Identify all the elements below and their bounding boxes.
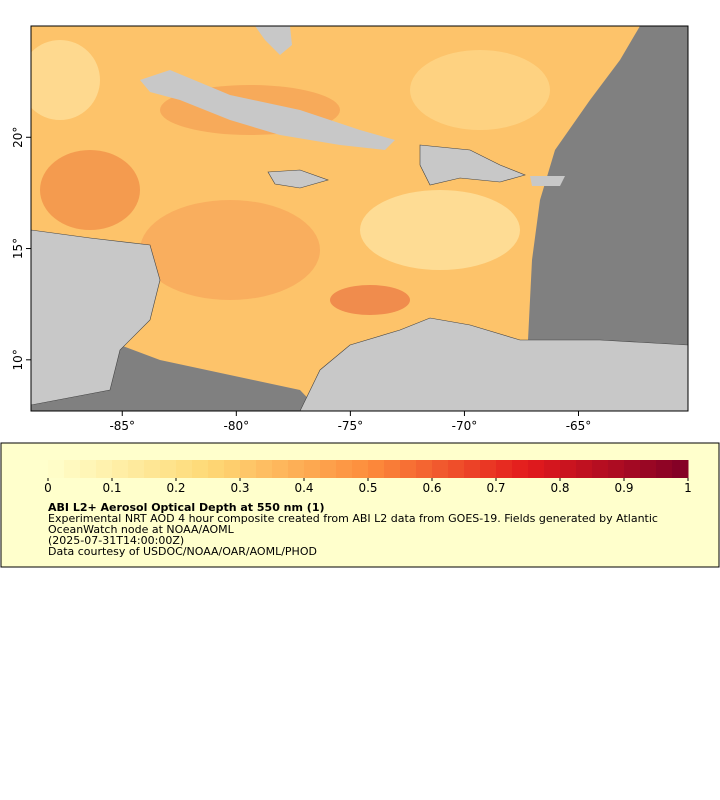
colorbar-step xyxy=(224,460,241,478)
x-tick-label: -70° xyxy=(452,419,478,433)
aod-patch xyxy=(31,40,100,120)
colorbar-step xyxy=(352,460,369,478)
colorbar-tick-label: 0.5 xyxy=(358,481,377,495)
colorbar-step xyxy=(480,460,497,478)
colorbar-step xyxy=(576,460,593,478)
colorbar-step xyxy=(112,460,129,478)
x-tick-label: -75° xyxy=(338,419,364,433)
colorbar-step xyxy=(432,460,449,478)
colorbar-step xyxy=(672,460,689,478)
map-area xyxy=(31,26,688,411)
legend-line: Experimental NRT AOD 4 hour composite cr… xyxy=(48,512,658,525)
aod-patch xyxy=(360,190,520,270)
no-data xyxy=(528,26,688,411)
aod-patch xyxy=(40,150,140,230)
legend-title: ABI L2+ Aerosol Optical Depth at 550 nm … xyxy=(48,501,325,514)
x-tick-label: -65° xyxy=(566,419,592,433)
land xyxy=(267,169,329,189)
colorbar-step xyxy=(160,460,177,478)
colorbar-tick-label: 0 xyxy=(44,481,52,495)
colorbar-step xyxy=(544,460,561,478)
aod-patch xyxy=(140,200,320,300)
colorbar-step xyxy=(384,460,401,478)
colorbar-step xyxy=(336,460,353,478)
colorbar-tick-label: 0.7 xyxy=(486,481,505,495)
colorbar-step xyxy=(192,460,209,478)
colorbar-step xyxy=(528,460,545,478)
plot-frame xyxy=(30,25,689,412)
aod-patch xyxy=(410,50,550,130)
colorbar-step xyxy=(624,460,641,478)
colorbar-tick-label: 1 xyxy=(684,481,692,495)
x-tick-label: -80° xyxy=(224,419,250,433)
colorbar-step xyxy=(272,460,289,478)
x-tick-label: -85° xyxy=(109,419,135,433)
colorbar-step xyxy=(80,460,97,478)
colorbar-tick-label: 0.2 xyxy=(166,481,185,495)
colorbar-step xyxy=(288,460,305,478)
colorbar-tick-label: 0.1 xyxy=(102,481,121,495)
colorbar-step xyxy=(656,460,673,478)
colorbar-step xyxy=(560,460,577,478)
colorbar-step xyxy=(448,460,465,478)
land xyxy=(140,70,395,150)
y-tick-label: 15° xyxy=(11,238,25,259)
colorbar-step xyxy=(512,460,529,478)
colorbar-step xyxy=(592,460,609,478)
colorbar-step xyxy=(64,460,81,478)
colorbar-tick-label: 0.8 xyxy=(550,481,569,495)
colorbar-tick-label: 0.9 xyxy=(614,481,633,495)
land xyxy=(419,144,526,186)
land xyxy=(530,176,565,186)
land xyxy=(255,26,292,55)
colorbar-step xyxy=(464,460,481,478)
y-tick-label: 20° xyxy=(11,127,25,148)
colorbar-step xyxy=(304,460,321,478)
colorbar-tick-label: 0.4 xyxy=(294,481,313,495)
colorbar-step xyxy=(608,460,625,478)
colorbar-step xyxy=(128,460,145,478)
colorbar-step xyxy=(416,460,433,478)
land xyxy=(31,229,161,406)
y-tick-label: 10° xyxy=(11,349,25,370)
colorbar-step xyxy=(320,460,337,478)
colorbar-step xyxy=(640,460,657,478)
legend-line: Data courtesy of USDOC/NOAA/OAR/AOML/PHO… xyxy=(48,545,317,558)
colorbar-step xyxy=(96,460,113,478)
colorbar-step xyxy=(144,460,161,478)
colorbar-step xyxy=(208,460,225,478)
colorbar-step xyxy=(400,460,417,478)
colorbar-step xyxy=(256,460,273,478)
land xyxy=(299,317,688,411)
legend-line: (2025-07-31T14:00:00Z) xyxy=(48,534,184,547)
colorbar-step xyxy=(496,460,513,478)
colorbar-tick-label: 0.3 xyxy=(230,481,249,495)
colorbar-step xyxy=(368,460,385,478)
colorbar-tick-label: 0.6 xyxy=(422,481,441,495)
colorbar-step xyxy=(176,460,193,478)
legend-line: OceanWatch node at NOAA/AOML xyxy=(48,523,235,536)
colorbar-step xyxy=(48,460,65,478)
aod-patch xyxy=(330,285,410,315)
colorbar-step xyxy=(240,460,257,478)
colorbar: 0 0.1 0.2 0.3 0.4 0.5 0.6 0.7 0.8 0.9 1 xyxy=(44,460,692,495)
